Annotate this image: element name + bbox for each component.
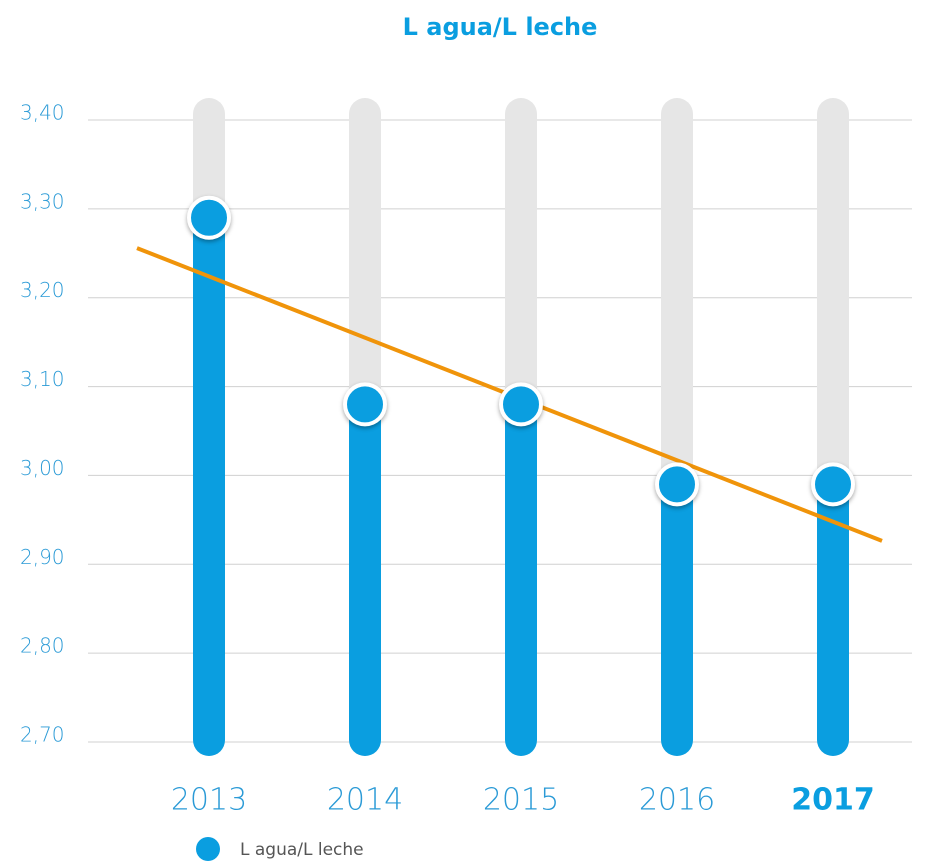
bar — [661, 484, 693, 756]
point — [655, 462, 699, 507]
x-tick-label: 2013 — [171, 783, 247, 818]
y-tick-label: 3,20 — [20, 278, 65, 302]
y-tick-label: 3,00 — [20, 456, 65, 480]
x-tick-label: 2015 — [483, 783, 559, 818]
bar — [505, 404, 537, 756]
chart-title: L agua/L leche — [403, 13, 598, 41]
y-tick-label: 3,40 — [20, 101, 65, 125]
legend-swatch — [196, 837, 220, 861]
x-tick-label: 2016 — [639, 783, 715, 818]
x-tick-label: 2017 — [791, 783, 875, 818]
bar — [817, 484, 849, 756]
y-tick-label: 3,10 — [20, 367, 65, 391]
point — [187, 195, 231, 240]
y-tick-label: 2,90 — [20, 545, 65, 569]
point — [811, 462, 855, 507]
point — [499, 382, 543, 427]
bar — [349, 404, 381, 756]
y-tick-label: 2,80 — [20, 634, 65, 658]
legend-label: L agua/L leche — [240, 840, 364, 860]
x-tick-label: 2014 — [327, 783, 403, 818]
y-tick-label: 2,70 — [20, 723, 65, 747]
point — [343, 382, 387, 427]
y-tick-label: 3,30 — [20, 189, 65, 213]
bar — [193, 217, 225, 756]
